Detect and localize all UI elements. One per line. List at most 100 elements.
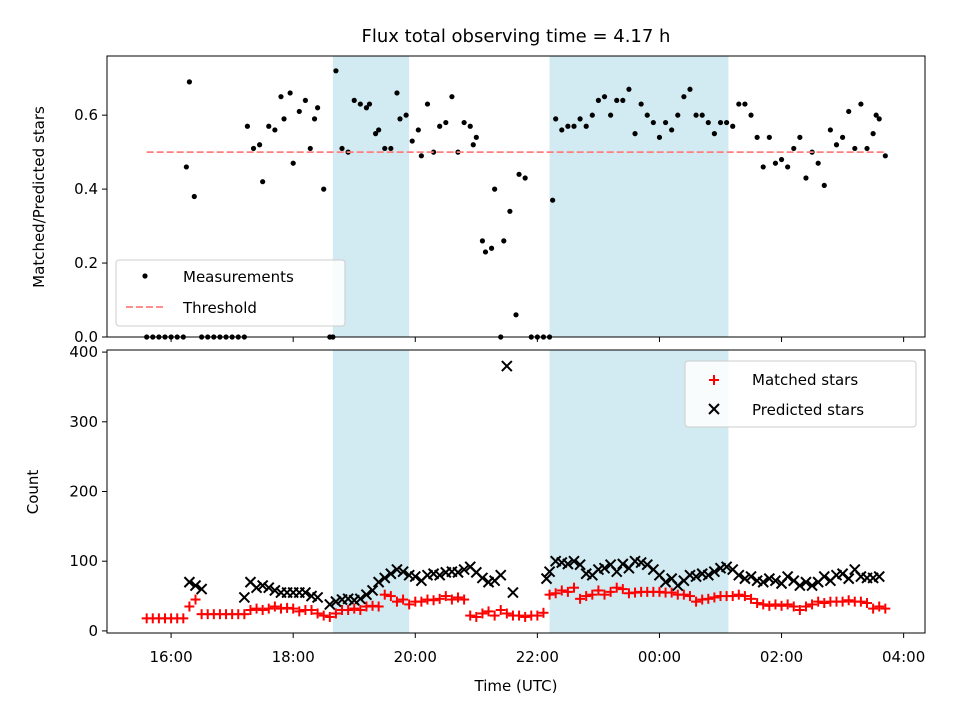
matched-point — [605, 586, 616, 597]
measurement-point — [415, 127, 421, 133]
predicted-point — [635, 556, 647, 569]
predicted-point — [659, 576, 672, 588]
matched-point — [178, 613, 189, 624]
measurement-point — [351, 97, 357, 103]
top-ytick-label: 0.0 — [74, 328, 98, 346]
legend-matched-marker — [709, 375, 719, 385]
measurement-point — [513, 312, 519, 318]
matched-point — [404, 599, 415, 610]
measurement-point — [559, 127, 565, 133]
measurement-point — [565, 123, 571, 129]
matched-point — [355, 604, 366, 615]
matched-point — [843, 595, 854, 606]
predicted-point — [720, 561, 733, 573]
measurement-point — [644, 112, 650, 118]
measurement-point — [724, 119, 730, 126]
xtick-label: 20:00 — [394, 648, 437, 666]
matched-point — [263, 603, 274, 614]
matched-point — [239, 609, 250, 620]
matched-point — [453, 592, 464, 603]
top-y-axis-label: Matched/Predicted stars — [30, 106, 48, 288]
matched-point — [514, 610, 525, 621]
matched-point — [544, 589, 555, 600]
measurement-point — [608, 112, 614, 118]
measurement-point — [797, 134, 803, 140]
measurement-point — [882, 153, 888, 159]
predicted-point — [708, 565, 721, 578]
legend-measurements-label: Measurements — [183, 268, 294, 286]
bottom-panel: 0 100 200 300 400 16:00 18:00 20:00 22:00 00:00 0… — [24, 343, 926, 695]
measurement-point — [687, 86, 693, 92]
xtick-label: 00:00 — [638, 648, 681, 666]
bottom-ytick-label: 200 — [69, 483, 98, 501]
measurement-point — [553, 116, 559, 122]
measurement-point — [626, 86, 632, 92]
measurement-point — [778, 156, 785, 163]
matched-point — [373, 601, 384, 612]
matched-point — [587, 589, 598, 600]
predicted-point — [354, 593, 367, 605]
measurement-point — [376, 127, 382, 133]
measurement-point — [870, 131, 876, 137]
predicted-point — [299, 586, 312, 599]
measurement-point — [257, 142, 263, 148]
measurement-point — [315, 105, 321, 111]
predicted-point — [818, 570, 830, 583]
predicted-point — [360, 588, 373, 601]
matched-point — [782, 599, 793, 610]
measurement-point — [186, 79, 193, 85]
matched-point — [709, 592, 720, 603]
predicted-point — [733, 569, 745, 581]
matched-point — [666, 587, 677, 598]
matched-point — [434, 593, 445, 604]
predicted-point — [409, 570, 421, 583]
matched-point — [465, 610, 476, 621]
matched-point — [819, 598, 830, 609]
measurement-point — [730, 123, 736, 129]
matched-point — [489, 610, 500, 621]
predicted-point — [769, 575, 782, 587]
predicted-point — [311, 591, 324, 604]
bottom-observing-window-1 — [332, 350, 410, 633]
measurement-point — [785, 164, 791, 170]
predicted-point — [745, 570, 757, 583]
measurement-point — [858, 101, 864, 107]
matched-point — [703, 593, 714, 604]
measurement-point — [307, 145, 313, 152]
measurement-point — [339, 145, 345, 152]
matched-point — [379, 589, 390, 600]
predicted-point — [385, 568, 397, 580]
measurement-point — [589, 112, 595, 118]
predicted-point — [269, 584, 281, 597]
measurement-point — [333, 68, 339, 74]
measurement-point — [397, 116, 403, 122]
matched-point — [684, 591, 695, 602]
matched-point — [471, 611, 482, 622]
bottom-legend-box — [684, 360, 917, 428]
measurement-point — [357, 101, 363, 107]
measurement-point — [766, 134, 772, 140]
predicted-point — [263, 581, 275, 594]
measurement-point — [321, 186, 327, 192]
measurement-point — [571, 123, 577, 129]
x-axis-label: Time (UTC) — [474, 677, 558, 695]
measurement-point — [577, 116, 583, 122]
measurement-point — [482, 249, 489, 255]
matched-point — [532, 610, 543, 621]
matched-point — [837, 596, 848, 607]
matched-point — [581, 591, 592, 602]
legend-measurements-marker — [142, 273, 148, 279]
measurement-point — [473, 134, 479, 140]
xtick-label: 22:00 — [516, 648, 559, 666]
measurement-point — [681, 94, 687, 100]
bottom-y-axis-label: Count — [24, 470, 42, 515]
matched-point — [758, 599, 769, 610]
matched-point — [538, 607, 549, 618]
matched-point — [868, 603, 879, 614]
predicted-point — [458, 563, 470, 576]
matched-point — [330, 608, 341, 619]
matched-point — [495, 604, 506, 615]
measurement-point — [183, 164, 189, 170]
measurement-point — [614, 97, 620, 103]
